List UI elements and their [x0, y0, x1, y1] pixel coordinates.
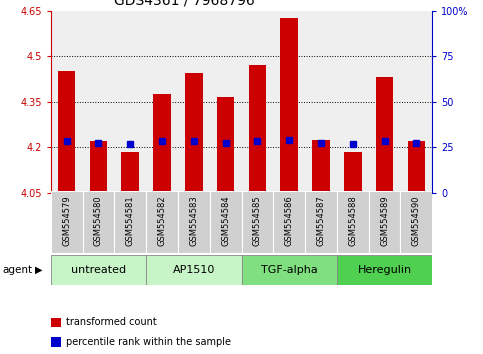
Text: ▶: ▶ [35, 265, 43, 275]
Bar [337, 255, 432, 285]
Bar [51, 191, 83, 253]
Bar [305, 191, 337, 253]
Bar [146, 191, 178, 253]
Text: GDS4361 / 7968796: GDS4361 / 7968796 [114, 0, 255, 7]
Bar [400, 191, 432, 253]
Text: GSM554589: GSM554589 [380, 195, 389, 246]
Bar [210, 191, 242, 253]
Bar [217, 97, 234, 193]
Text: AP1510: AP1510 [172, 265, 215, 275]
Bar [185, 73, 202, 193]
Text: GSM554581: GSM554581 [126, 195, 135, 246]
Bar [51, 255, 146, 285]
Bar [408, 141, 425, 193]
Bar [369, 191, 400, 253]
Bar [51, 318, 61, 327]
Bar [242, 255, 337, 285]
Text: GSM554583: GSM554583 [189, 195, 199, 246]
Bar [273, 191, 305, 253]
Bar [90, 141, 107, 193]
Bar [376, 78, 393, 193]
Bar [146, 255, 242, 285]
Text: GSM554588: GSM554588 [348, 195, 357, 246]
Text: GSM554580: GSM554580 [94, 195, 103, 246]
Bar [153, 94, 171, 193]
Text: untreated: untreated [71, 265, 126, 275]
Bar [58, 72, 75, 193]
Bar [178, 191, 210, 253]
Bar [114, 191, 146, 253]
Bar [312, 140, 330, 193]
Bar [249, 65, 266, 193]
Text: agent: agent [2, 265, 32, 275]
Text: TGF-alpha: TGF-alpha [261, 265, 317, 275]
Text: percentile rank within the sample: percentile rank within the sample [66, 337, 230, 347]
Bar [344, 152, 362, 193]
Text: GSM554584: GSM554584 [221, 195, 230, 246]
Bar [51, 337, 61, 347]
Text: GSM554582: GSM554582 [157, 195, 167, 246]
Text: transformed count: transformed count [66, 318, 156, 327]
Bar [242, 191, 273, 253]
Text: Heregulin: Heregulin [357, 265, 412, 275]
Text: GSM554585: GSM554585 [253, 195, 262, 246]
Bar [83, 191, 114, 253]
Bar [337, 191, 369, 253]
Text: GSM554590: GSM554590 [412, 196, 421, 246]
Bar [281, 18, 298, 193]
Text: GSM554579: GSM554579 [62, 195, 71, 246]
Text: GSM554586: GSM554586 [284, 195, 294, 246]
Text: GSM554587: GSM554587 [316, 195, 326, 246]
Bar [121, 152, 139, 193]
